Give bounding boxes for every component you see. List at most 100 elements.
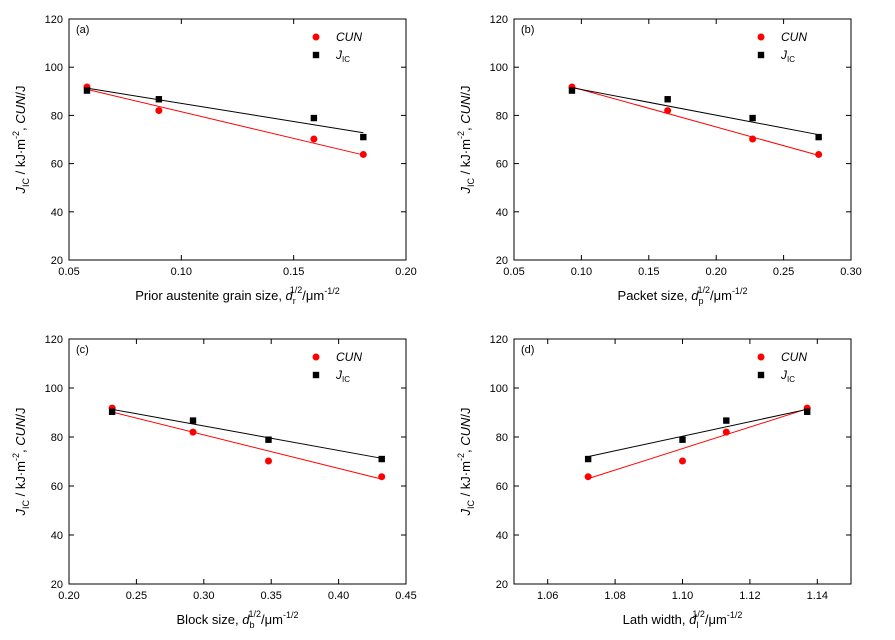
jic-point <box>749 114 756 122</box>
cun-point <box>189 428 197 436</box>
cun-point <box>378 473 386 481</box>
x-tick-label: 0.35 <box>260 590 281 602</box>
legend-jic-label: JIC <box>335 48 350 64</box>
y-axis-label: JIC / kJ·m-2, CUN/J <box>11 407 31 516</box>
panel-label: (b) <box>521 24 534 36</box>
y-tick-label: 120 <box>490 14 508 26</box>
y-tick-label: 80 <box>51 110 63 122</box>
y-axis-label: JIC / kJ·m-2, CUN/J <box>456 85 476 194</box>
cun-point <box>679 457 686 465</box>
x-tick-label: 1.12 <box>739 590 760 602</box>
x-tick-label: 0.25 <box>773 266 794 278</box>
jic-point <box>378 455 385 463</box>
x-tick-label: 1.14 <box>807 590 828 602</box>
legend-cun-marker <box>312 33 320 41</box>
jic-fit-line <box>112 408 382 459</box>
x-axis-label: Lath width, dl1/2/μm-1/2 <box>623 609 743 630</box>
cun-fit-line <box>587 408 808 480</box>
y-tick-label: 120 <box>45 14 63 26</box>
legend-cun-marker <box>312 353 320 361</box>
legend-jic-marker <box>757 371 765 379</box>
y-axis-label: JIC / kJ·m-2, CUN/J <box>456 407 476 516</box>
y-tick-label: 60 <box>51 481 63 493</box>
x-tick-label: 0.10 <box>571 266 592 278</box>
y-tick-label: 60 <box>496 481 508 493</box>
jic-fit-line <box>588 408 808 458</box>
legend-cun-label: CUN <box>336 30 362 44</box>
x-tick-label: 0.10 <box>171 266 192 278</box>
legend-jic-label: JIC <box>780 48 795 64</box>
x-tick-label: 1.06 <box>537 590 558 602</box>
cun-point <box>722 428 730 436</box>
jic-point <box>189 417 197 424</box>
plot-frame <box>68 18 407 261</box>
legend-jic-label: JIC <box>780 368 795 384</box>
cun-point <box>155 107 163 115</box>
chart-panel-b: 0.05 0.10 0.15 0.20 0.25 0.30 20 40 60 80 100 120 (b… <box>456 14 862 306</box>
jic-point <box>679 436 686 443</box>
x-tick-label: 0.15 <box>283 266 304 278</box>
y-tick-label: 60 <box>496 159 508 171</box>
chart-panel-a: 0.05 0.10 0.15 0.20 20 40 60 80 100 120 (a) CUN JIC P… <box>11 14 417 306</box>
y-tick-label: 20 <box>496 255 508 267</box>
y-tick-label: 100 <box>490 383 508 395</box>
x-tick-label: 0.30 <box>193 590 214 602</box>
x-tick-label: 1.10 <box>672 590 693 602</box>
legend-jic-label: JIC <box>335 368 350 384</box>
y-tick-label: 40 <box>496 530 508 542</box>
y-tick-label: 100 <box>45 383 63 395</box>
cun-point <box>815 150 823 158</box>
x-axis-label: Packet size, dp1/2/μm-1/2 <box>618 285 748 306</box>
x-tick-label: 0.05 <box>503 266 524 278</box>
cun-point <box>265 457 273 465</box>
x-tick-label: 0.20 <box>395 266 416 278</box>
panel-label: (a) <box>76 24 89 36</box>
plot-frame <box>513 18 852 261</box>
cun-point <box>359 150 367 158</box>
legend-jic-marker <box>757 51 765 59</box>
x-tick-label: 0.45 <box>395 590 416 602</box>
x-tick-label: 0.40 <box>328 590 349 602</box>
y-axis-label: JIC / kJ·m-2, CUN/J <box>11 85 31 194</box>
panel-label: (c) <box>76 344 89 356</box>
legend-cun-marker <box>757 353 765 361</box>
panel-label: (d) <box>521 344 534 356</box>
jic-point <box>360 133 367 141</box>
y-tick-label: 120 <box>490 334 508 346</box>
cun-point <box>584 473 592 481</box>
y-tick-label: 40 <box>51 207 63 219</box>
jic-point <box>803 408 811 415</box>
y-tick-label: 100 <box>45 62 63 74</box>
x-tick-label: 0.20 <box>58 590 79 602</box>
jic-point <box>568 87 576 94</box>
x-tick-label: 0.05 <box>58 266 79 278</box>
jic-point <box>155 96 163 103</box>
x-tick-label: 0.30 <box>840 266 861 278</box>
plot-frame <box>68 338 407 585</box>
y-tick-label: 80 <box>496 432 508 444</box>
cun-point <box>749 135 757 143</box>
chart-panel-c: 0.20 0.25 0.30 0.35 0.40 0.45 20 40 60 80 100 120 (c… <box>11 334 417 630</box>
jic-point <box>815 133 822 141</box>
jic-point <box>584 455 592 463</box>
jic-fit-line <box>86 87 364 134</box>
legend-cun-label: CUN <box>781 30 807 44</box>
jic-point <box>310 114 318 122</box>
x-tick-label: 1.08 <box>604 590 625 602</box>
chart-panel-d: 1.06 1.08 1.10 1.12 1.14 20 40 60 80 100 120 (d) CUN… <box>456 334 852 630</box>
x-tick-label: 0.15 <box>638 266 659 278</box>
y-tick-label: 60 <box>51 159 63 171</box>
jic-fit-line <box>571 87 819 136</box>
jic-point <box>83 87 91 94</box>
y-tick-label: 80 <box>496 110 508 122</box>
y-tick-label: 20 <box>496 579 508 591</box>
legend-cun-label: CUN <box>336 350 362 364</box>
cun-fit-line <box>86 88 364 156</box>
cun-point <box>310 135 318 143</box>
x-axis-label: Block size, db1/2/μm-1/2 <box>177 609 299 630</box>
y-tick-label: 20 <box>51 579 63 591</box>
jic-point <box>723 417 730 424</box>
cun-fit-line <box>571 86 819 156</box>
cun-point <box>664 107 672 115</box>
